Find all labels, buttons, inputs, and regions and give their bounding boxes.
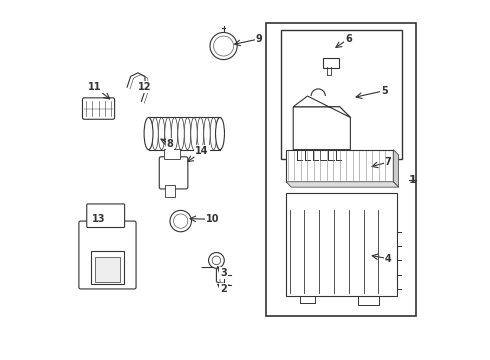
FancyBboxPatch shape <box>286 193 397 296</box>
Ellipse shape <box>158 117 165 150</box>
Ellipse shape <box>152 117 158 150</box>
Ellipse shape <box>204 117 210 150</box>
Ellipse shape <box>172 117 178 150</box>
Text: 4: 4 <box>385 253 391 264</box>
Circle shape <box>170 210 192 232</box>
Text: 5: 5 <box>381 86 388 96</box>
Ellipse shape <box>184 117 191 150</box>
Ellipse shape <box>144 117 153 150</box>
Circle shape <box>173 214 188 228</box>
Polygon shape <box>286 182 398 187</box>
Ellipse shape <box>216 117 224 150</box>
Text: 2: 2 <box>220 284 227 294</box>
Ellipse shape <box>210 117 217 150</box>
Text: 7: 7 <box>385 157 391 167</box>
FancyBboxPatch shape <box>82 98 115 119</box>
Ellipse shape <box>191 117 197 150</box>
Circle shape <box>209 252 224 268</box>
Circle shape <box>214 36 234 56</box>
FancyBboxPatch shape <box>87 204 124 228</box>
Text: 10: 10 <box>206 214 220 224</box>
Circle shape <box>210 32 237 60</box>
Text: 11: 11 <box>88 82 102 92</box>
Text: 6: 6 <box>345 34 352 44</box>
Polygon shape <box>293 96 350 117</box>
FancyBboxPatch shape <box>165 185 175 197</box>
FancyBboxPatch shape <box>92 251 123 284</box>
Text: 14: 14 <box>196 147 209 157</box>
Text: 13: 13 <box>92 214 105 224</box>
FancyBboxPatch shape <box>164 149 180 159</box>
Text: 9: 9 <box>256 34 263 44</box>
FancyBboxPatch shape <box>95 257 120 282</box>
Text: 12: 12 <box>138 82 152 92</box>
FancyBboxPatch shape <box>286 150 393 182</box>
Polygon shape <box>293 107 350 150</box>
Ellipse shape <box>197 117 204 150</box>
FancyBboxPatch shape <box>323 58 339 68</box>
Ellipse shape <box>178 117 184 150</box>
Bar <box>281 30 402 158</box>
Circle shape <box>212 256 220 265</box>
Text: 1: 1 <box>409 175 417 185</box>
Ellipse shape <box>146 117 152 150</box>
Text: 8: 8 <box>167 139 173 149</box>
Ellipse shape <box>217 117 223 150</box>
Polygon shape <box>393 150 398 187</box>
Bar <box>267 23 416 316</box>
Ellipse shape <box>165 117 171 150</box>
FancyBboxPatch shape <box>79 221 136 289</box>
Text: 3: 3 <box>220 268 227 278</box>
FancyBboxPatch shape <box>159 157 188 189</box>
